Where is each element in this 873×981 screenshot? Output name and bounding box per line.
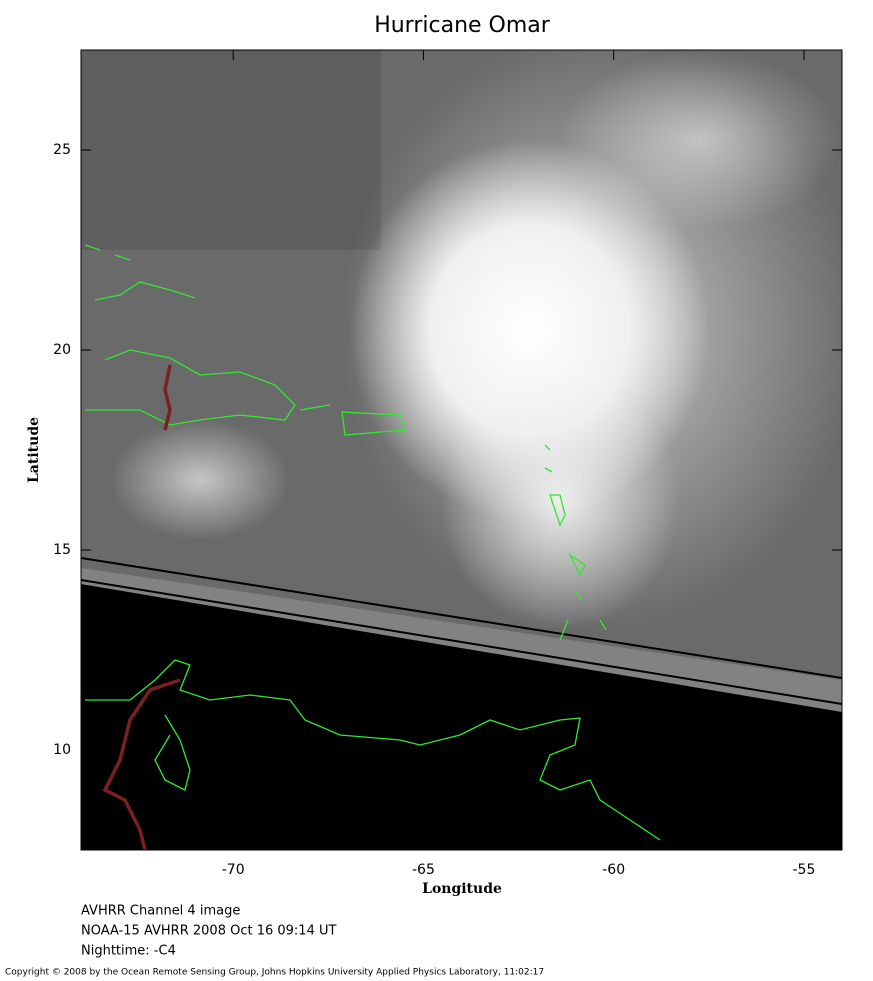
- y-axis-label: Latitude: [26, 417, 42, 483]
- caption: Nighttime: -C4: [81, 944, 176, 959]
- chart-title: Hurricane Omar: [374, 13, 551, 38]
- y-tick-label: 10: [53, 742, 71, 758]
- x-axis-label: Longitude: [422, 881, 502, 897]
- caption: NOAA-15 AVHRR 2008 Oct 16 09:14 UT: [81, 924, 336, 939]
- satellite-image: [81, 50, 842, 850]
- copyright: Copyright © 2008 by the Ocean Remote Sen…: [5, 968, 544, 978]
- caption: AVHRR Channel 4 image: [81, 904, 240, 919]
- x-tick-label: -70: [222, 862, 245, 878]
- x-tick-label: -65: [412, 862, 435, 878]
- y-tick-label: 20: [53, 342, 71, 358]
- x-tick-label: -60: [602, 862, 625, 878]
- x-tick-label: -55: [793, 862, 816, 878]
- y-tick-label: 15: [53, 542, 71, 558]
- plot-frame: [80, 49, 843, 851]
- y-tick-label: 25: [53, 142, 71, 158]
